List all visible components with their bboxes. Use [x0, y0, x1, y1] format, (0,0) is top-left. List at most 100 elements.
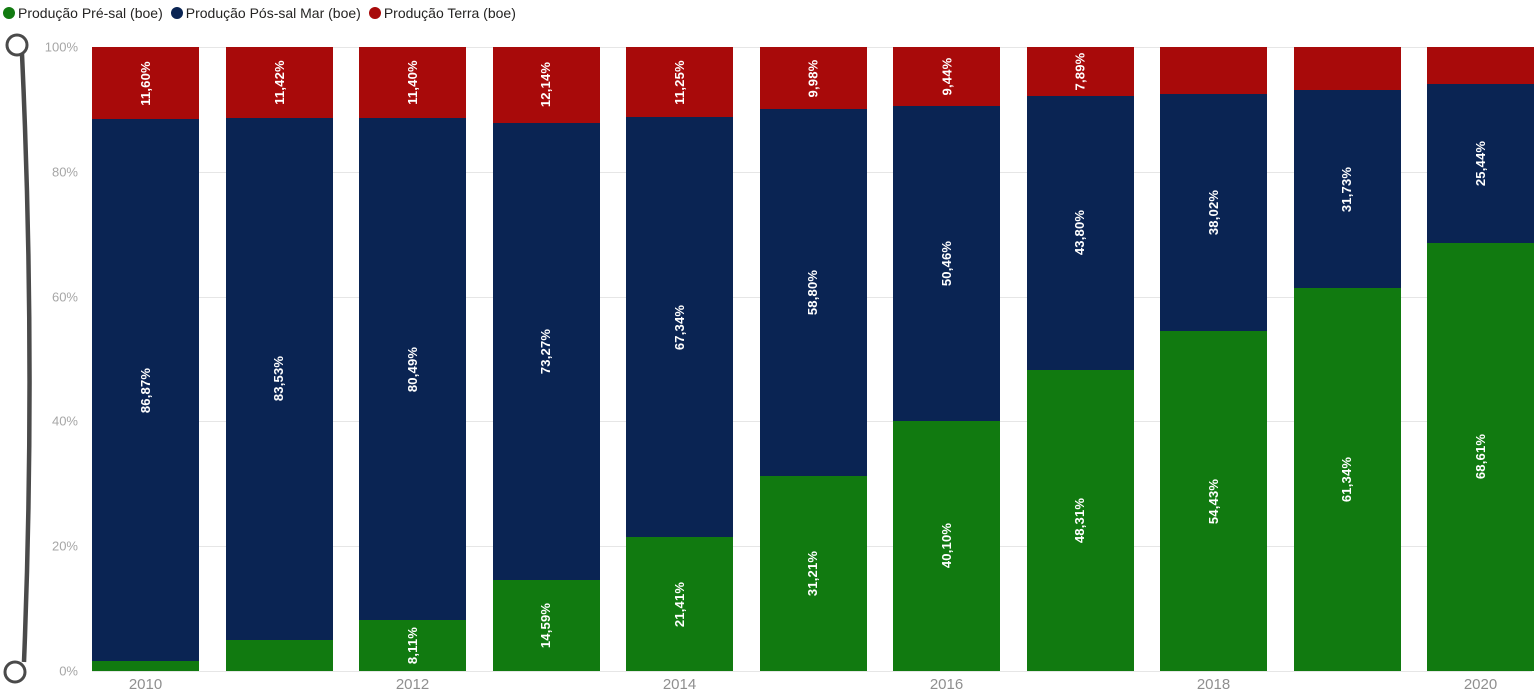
bar-2019-terra-segment[interactable]: [1293, 47, 1401, 91]
legend-item[interactable]: Produção Pós-sal Mar (boe): [170, 5, 361, 21]
bar-2016-pos-sal-mar-segment[interactable]: 50,46%: [893, 105, 1000, 421]
slider-handle-top-icon[interactable]: [5, 33, 29, 57]
data-label: 86,87%: [137, 367, 153, 414]
legend-item[interactable]: Produção Terra (boe): [368, 5, 516, 21]
legend-item[interactable]: Produção Pré-sal (boe): [3, 5, 163, 21]
x-axis-tick-label: 2010: [128, 676, 163, 693]
data-label: 43,80%: [1072, 210, 1088, 256]
bar-2017: 7,89% 43,80% 48,31%: [1026, 47, 1134, 671]
bar-2013-terra-segment[interactable]: 12,14%: [492, 47, 600, 123]
y-axis-tick-label: 40%: [51, 413, 78, 429]
data-label: 25,44%: [1472, 140, 1488, 187]
legend-swatch-icon: [170, 7, 183, 19]
bar-2017-terra-segment[interactable]: 7,89%: [1026, 47, 1134, 97]
y-axis-tick-label: 0%: [59, 663, 78, 679]
data-label: 68,61%: [1472, 434, 1488, 480]
bar-2012-pre-sal-segment[interactable]: 8,11%: [359, 620, 466, 671]
bar-2018-pre-sal-segment[interactable]: 54,43%: [1160, 331, 1267, 671]
slider-handle-bottom-icon[interactable]: [3, 660, 27, 684]
bar-2019-pos-sal-mar-segment[interactable]: 31,73%: [1293, 90, 1401, 289]
x-axis-tick-label: 2012: [395, 676, 430, 693]
bar-2020-pos-sal-mar-segment[interactable]: 25,44%: [1427, 84, 1534, 243]
legend: Produção Pré-sal (boe) Produção Pós-sal M…: [3, 5, 524, 21]
bar-2012-pos-sal-mar-segment[interactable]: 80,49%: [359, 118, 466, 621]
x-axis-tick-label: 2020: [1463, 676, 1498, 693]
legend-swatch-icon: [3, 7, 15, 19]
legend-swatch-icon: [368, 7, 381, 19]
bar-2016-pre-sal-segment[interactable]: 40,10%: [893, 420, 1000, 671]
y-axis-tick-label: 60%: [51, 289, 78, 305]
bar-2014-pre-sal-segment[interactable]: 21,41%: [626, 537, 733, 671]
data-label: 50,46%: [938, 240, 954, 286]
bar-2014: 11,25% 67,34% 21,41%: [626, 47, 733, 671]
data-label: 61,34%: [1339, 456, 1355, 503]
data-label: 80,49%: [404, 346, 420, 392]
data-label: 48,31%: [1072, 497, 1088, 543]
data-label: 31,21%: [805, 550, 821, 597]
x-axis-tick-label: 2014: [662, 676, 697, 693]
y-axis-tick-label: 80%: [51, 164, 78, 180]
y-axis-tick-label: 100%: [44, 39, 78, 55]
data-label: 31,73%: [1339, 166, 1355, 212]
bar-2015-pos-sal-mar-segment[interactable]: 58,80%: [759, 109, 867, 477]
bar-2016-terra-segment[interactable]: 9,44%: [893, 47, 1000, 106]
data-label: 9,44%: [939, 57, 954, 96]
data-label: 11,40%: [404, 60, 420, 105]
bar-2019-pre-sal-segment[interactable]: 61,34%: [1293, 288, 1401, 672]
data-label: 21,41%: [671, 581, 687, 627]
data-label: 9,98%: [805, 59, 821, 98]
bar-2016: 9,44% 50,46% 40,10%: [893, 47, 1000, 671]
bar-2010-pre-sal-segment[interactable]: [92, 661, 199, 671]
bar-2010-pos-sal-mar-segment[interactable]: 86,87%: [92, 119, 199, 662]
bar-2017-pre-sal-segment[interactable]: 48,31%: [1026, 369, 1134, 671]
bar-2017-pos-sal-mar-segment[interactable]: 43,80%: [1026, 96, 1134, 370]
bar-2013-pos-sal-mar-segment[interactable]: 73,27%: [492, 122, 600, 580]
bar-2013: 12,14% 73,27% 14,59%: [492, 47, 600, 671]
x-axis-tick-label: 2016: [929, 676, 964, 693]
data-label: 11,60%: [137, 60, 153, 106]
bar-2018-pos-sal-mar-segment[interactable]: 38,02%: [1160, 94, 1267, 332]
data-label: 8,11%: [405, 627, 420, 665]
data-label: 73,27%: [538, 328, 554, 374]
bar-2020: 25,44% 68,61%: [1427, 47, 1534, 671]
data-label: 7,89%: [1072, 52, 1088, 91]
bar-2011-pre-sal-segment[interactable]: [225, 639, 333, 672]
bar-2011-pos-sal-mar-segment[interactable]: 83,53%: [225, 118, 333, 640]
y-axis-tick-label: 20%: [51, 538, 78, 554]
vertical-range-slider[interactable]: [0, 0, 50, 695]
bar-2019: 31,73% 61,34%: [1293, 47, 1401, 672]
bar-2010: 11,60% 86,87%: [92, 47, 199, 671]
bar-2014-pos-sal-mar-segment[interactable]: 67,34%: [626, 117, 733, 538]
plot-area: 11,60% 86,87% 11,42% 83,53% 11,40% 80,49% 8,11…: [92, 47, 1534, 672]
bar-2014-terra-segment[interactable]: 11,25%: [626, 47, 733, 118]
data-label: 38,02%: [1205, 190, 1221, 236]
x-axis-tick-label: 2018: [1196, 676, 1231, 693]
data-label: 40,10%: [938, 523, 954, 569]
bar-2012-terra-segment[interactable]: 11,40%: [359, 47, 466, 119]
bar-2020-pre-sal-segment[interactable]: 68,61%: [1427, 242, 1534, 671]
data-label: 11,25%: [671, 59, 687, 105]
data-label: 11,42%: [271, 60, 287, 105]
legend-item-label: Produção Pós-sal Mar (boe): [185, 5, 361, 21]
bar-2015: 9,98% 58,80% 31,21%: [759, 47, 867, 671]
bar-2020-terra-segment[interactable]: [1427, 47, 1534, 85]
data-label: 83,53%: [271, 356, 287, 402]
gridline: [92, 671, 1532, 672]
data-label: 12,14%: [538, 62, 554, 108]
bar-2018-terra-segment[interactable]: [1160, 47, 1267, 95]
legend-item-label: Produção Pré-sal (boe): [18, 5, 163, 21]
bar-2018: 38,02% 54,43%: [1160, 47, 1267, 671]
data-label: 54,43%: [1205, 478, 1221, 524]
bar-2011: 11,42% 83,53%: [225, 47, 333, 672]
slider-track[interactable]: [19, 53, 32, 663]
bar-2015-terra-segment[interactable]: 9,98%: [759, 47, 867, 110]
bar-2011-terra-segment[interactable]: 11,42%: [225, 47, 333, 119]
bar-2013-pre-sal-segment[interactable]: 14,59%: [492, 579, 600, 671]
bar-2012: 11,40% 80,49% 8,11%: [359, 47, 466, 671]
data-label: 58,80%: [805, 270, 821, 316]
bar-2010-terra-segment[interactable]: 11,60%: [92, 47, 199, 120]
legend-item-label: Produção Terra (boe): [383, 5, 516, 21]
data-label: 14,59%: [538, 602, 554, 649]
bar-2015-pre-sal-segment[interactable]: 31,21%: [759, 476, 867, 671]
